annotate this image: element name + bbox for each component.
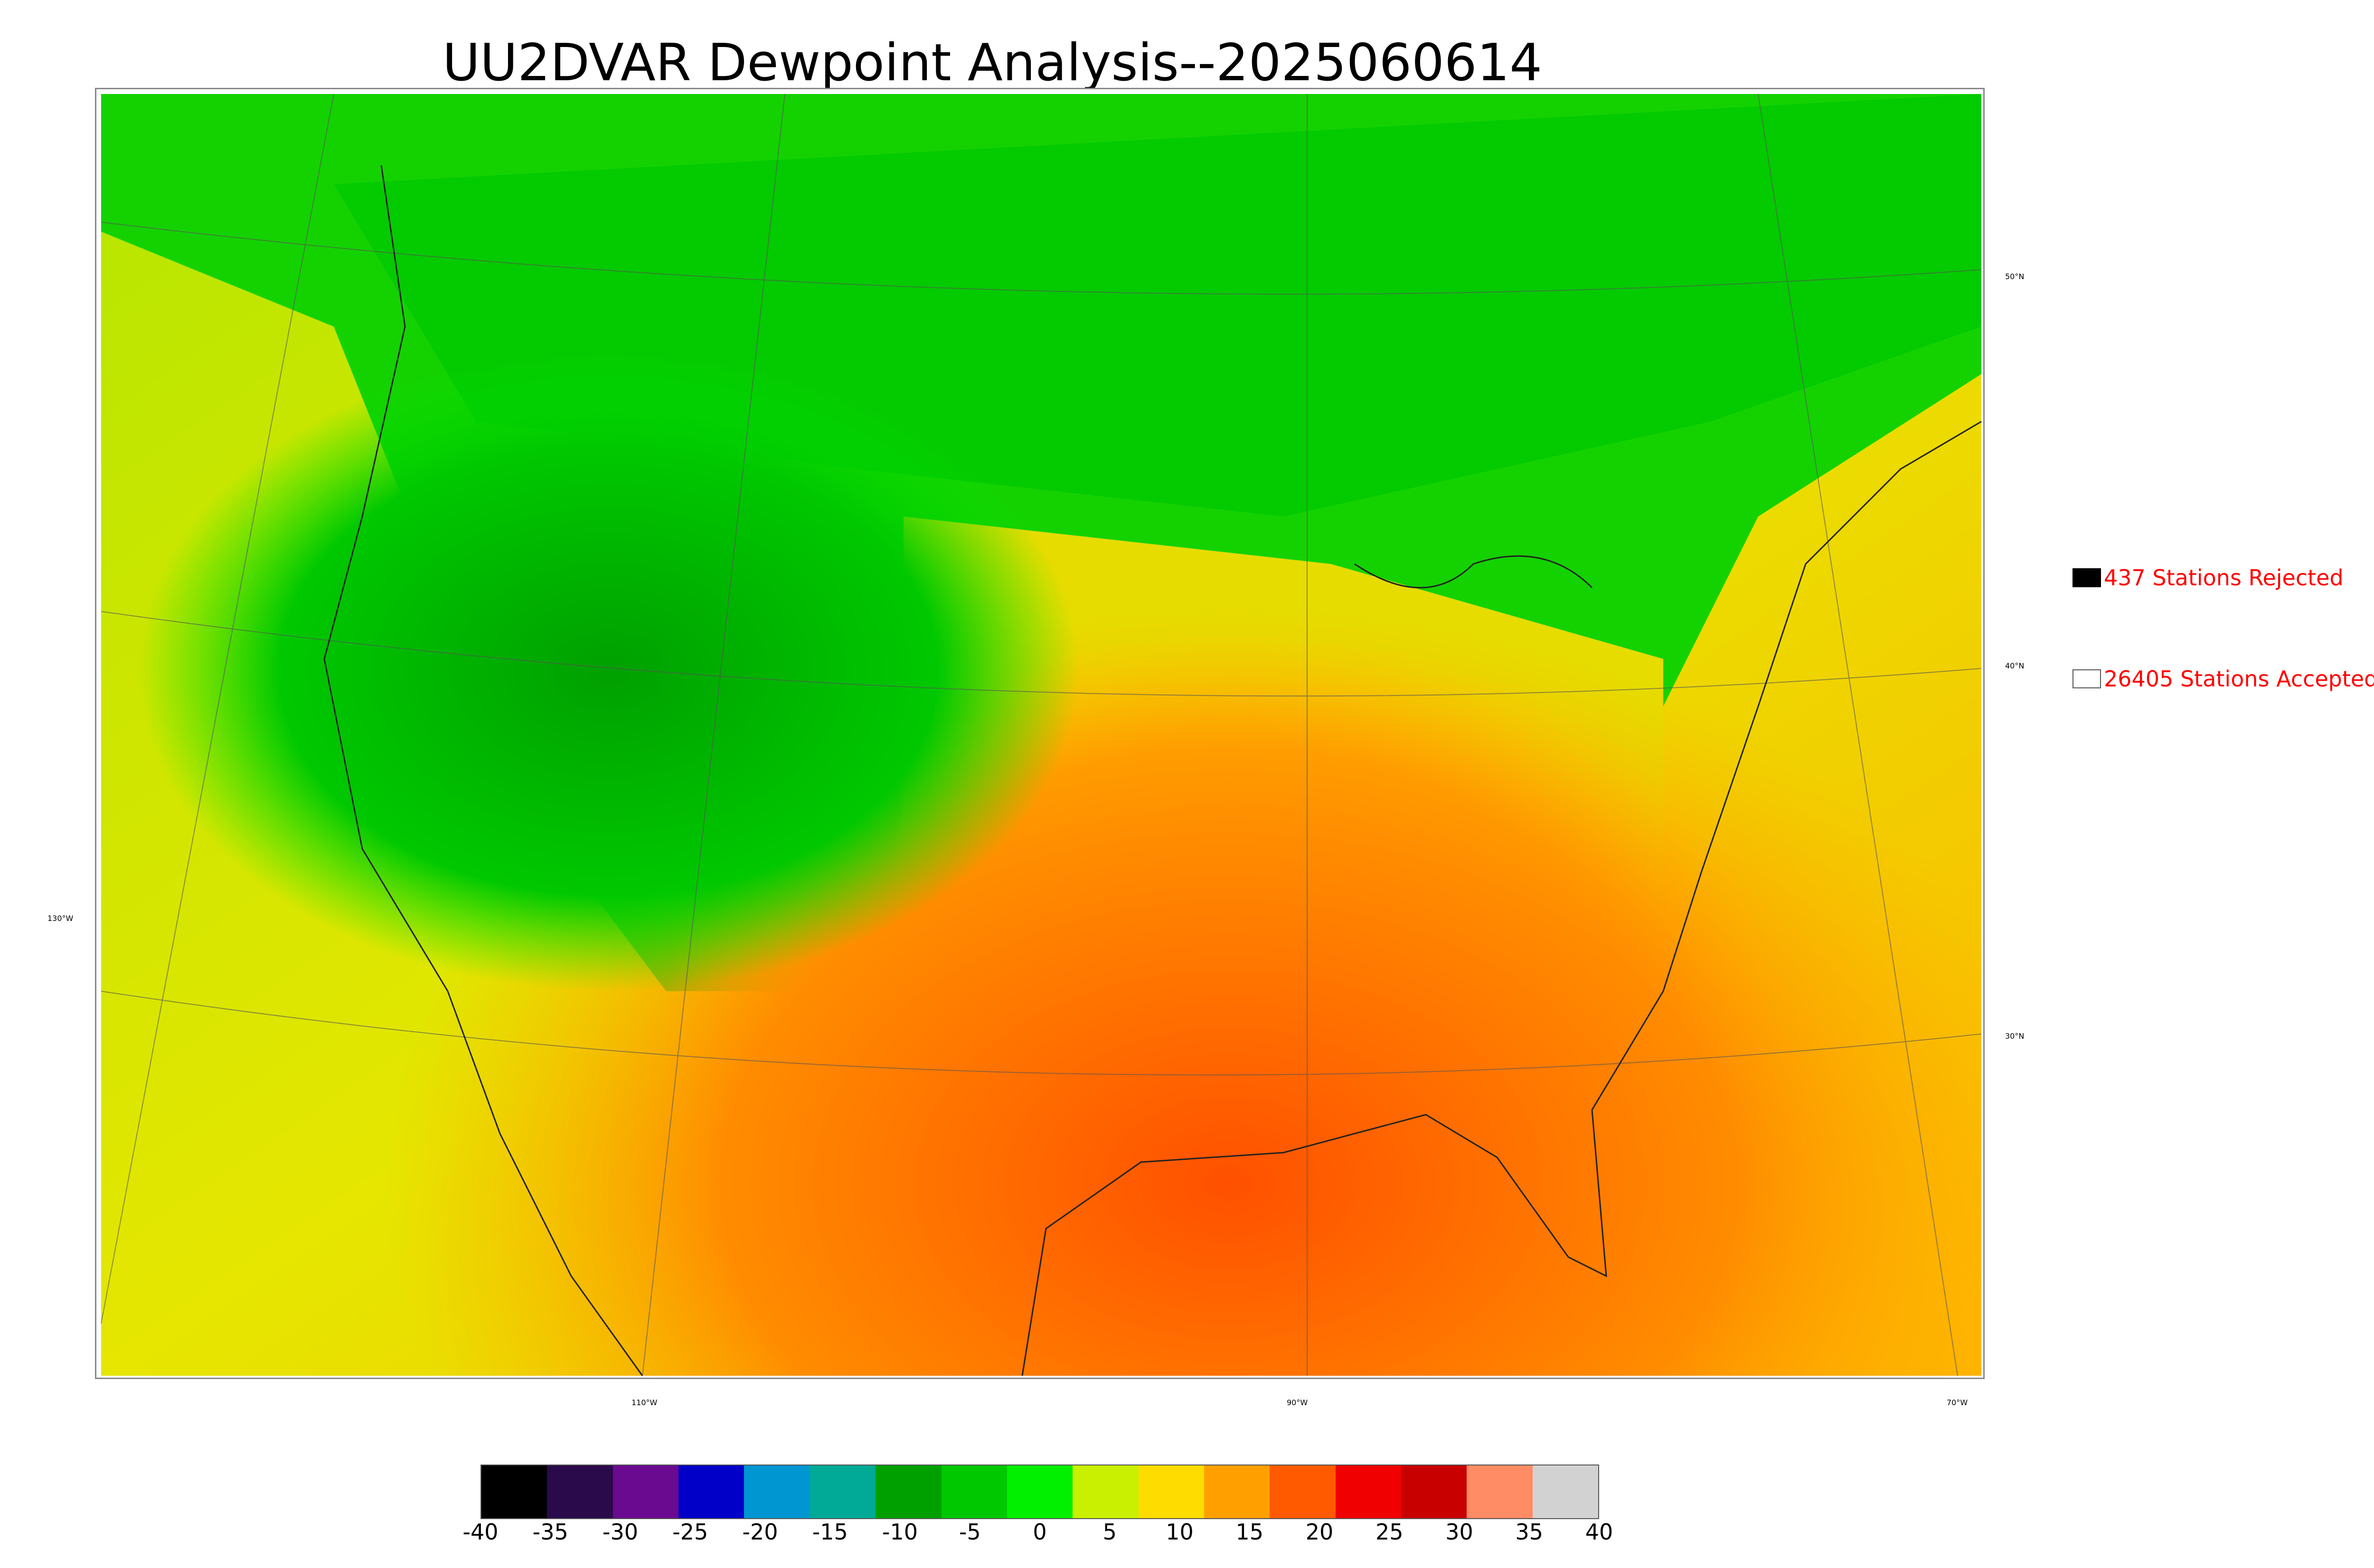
colorbar-tick-label: 20 [1305, 1519, 1334, 1545]
colorbar-segment [810, 1465, 876, 1518]
colorbar-tick-label: -5 [959, 1519, 981, 1545]
colorbar-tick-label: -15 [812, 1519, 848, 1545]
colorbar-tick-label: 5 [1102, 1519, 1117, 1545]
colorbar-tick-label: -25 [672, 1519, 708, 1545]
colorbar-tick-label: 40 [1585, 1519, 1613, 1545]
colorbar-segment [941, 1465, 1007, 1518]
colorbar-tick-label: -20 [742, 1519, 778, 1545]
colorbar-tick-label: -30 [602, 1519, 639, 1545]
legend-accepted: 26405 Stations Accepted [2073, 666, 2374, 692]
colorbar-segment [1204, 1465, 1270, 1518]
lat-label-40: 40°N [2005, 661, 2025, 670]
colorbar-segment [481, 1465, 547, 1518]
dewpoint-map[interactable]: 50°N 40°N 30°N [95, 88, 2024, 1379]
rejected-swatch [2073, 568, 2101, 587]
lon-label-90w: 90°W [1287, 1398, 1308, 1407]
map-title: UU2DVAR Dewpoint Analysis--2025060614 [442, 33, 1543, 93]
colorbar-tick-label: -40 [462, 1519, 499, 1545]
legend-rejected: 437 Stations Rejected [2073, 565, 2344, 591]
colorbar-segment [876, 1465, 942, 1518]
legend-rejected-label: 437 Stations Rejected [2104, 565, 2344, 591]
colorbar-segment [744, 1465, 810, 1518]
colorbar-segment [1270, 1465, 1336, 1518]
lon-label-110w: 110°W [631, 1398, 658, 1407]
colorbar-tick-label: -35 [532, 1519, 568, 1545]
graticule [101, 94, 1982, 1376]
colorbar-segment [1401, 1465, 1467, 1518]
west-dry-field [101, 94, 1981, 1376]
coastlines [323, 165, 1982, 1376]
accepted-swatch [2073, 669, 2101, 688]
colorbar-segment [612, 1465, 679, 1518]
legend-accepted-label: 26405 Stations Accepted [2104, 666, 2374, 692]
dewpoint-field [101, 94, 1982, 1376]
colorbar-segment [1073, 1465, 1139, 1518]
colorbar-tick-label: -10 [882, 1519, 918, 1545]
colorbar-tick-label: 35 [1515, 1519, 1544, 1545]
colorbar-segment [1138, 1465, 1204, 1518]
colorbar-tick-label: 15 [1235, 1519, 1264, 1545]
lat-label-30: 30°N [2005, 1032, 2025, 1041]
lat-label-50: 50°N [2005, 272, 2025, 281]
colorbar-segment [1007, 1465, 1073, 1518]
colorbar-segment [547, 1465, 613, 1518]
colorbar-tick-label: 25 [1375, 1519, 1404, 1545]
colorbar-tick-label: 10 [1166, 1519, 1194, 1545]
colorbar-segment [1532, 1465, 1599, 1518]
lon-label-130w: 130°W [47, 914, 74, 923]
dewpoint-colorbar [480, 1465, 1599, 1519]
colorbar-segment [1467, 1465, 1533, 1518]
colorbar-tick-label: 30 [1445, 1519, 1473, 1545]
lon-label-70w: 70°W [1947, 1398, 1968, 1407]
colorbar-segment [1335, 1465, 1402, 1518]
colorbar-tick-label: 0 [1033, 1519, 1047, 1545]
colorbar-segment [678, 1465, 744, 1518]
